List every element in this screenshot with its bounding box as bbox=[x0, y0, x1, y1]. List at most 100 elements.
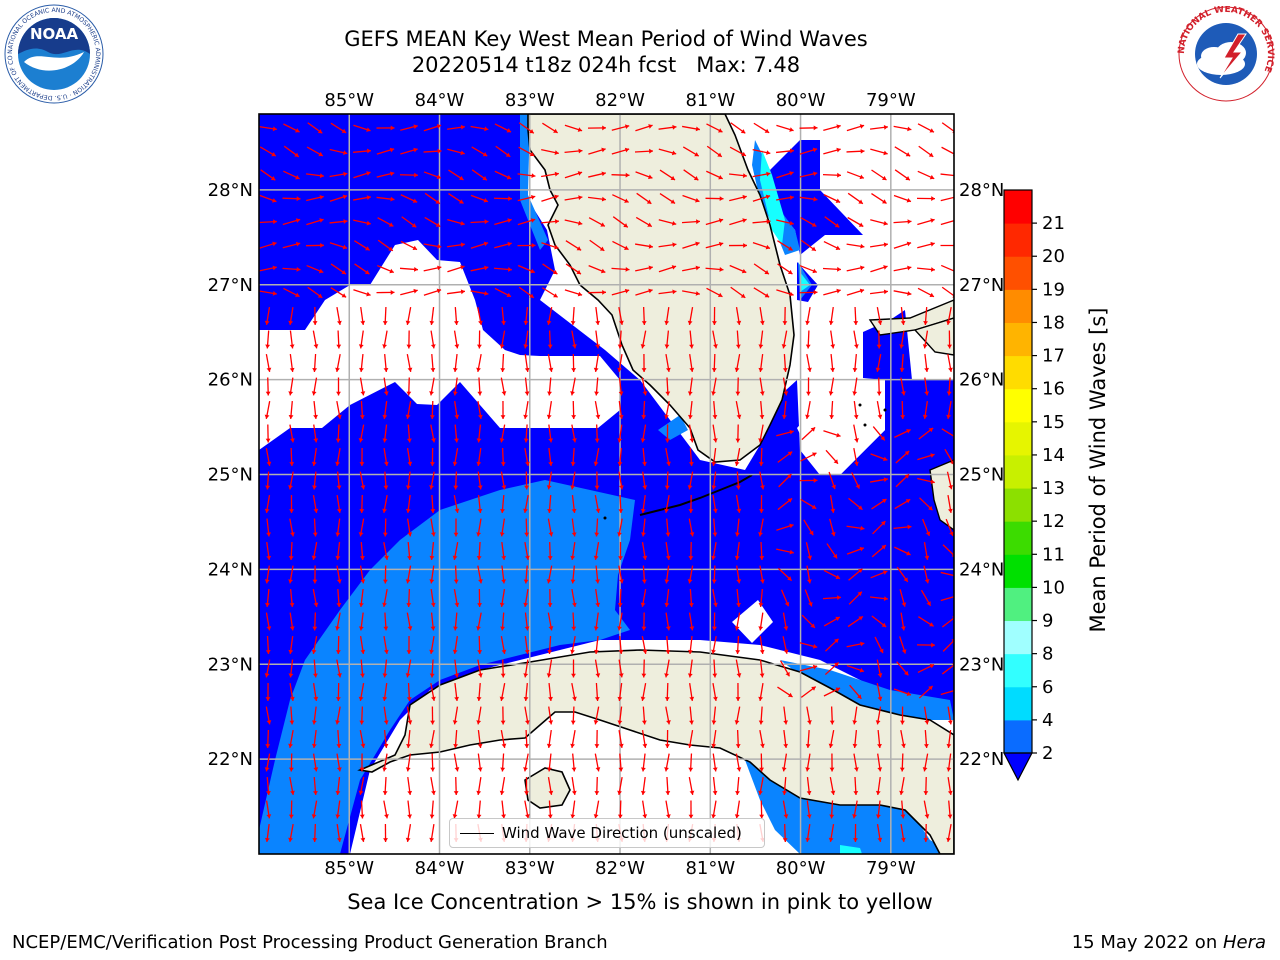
colorbar-tick-label: 12 bbox=[1042, 511, 1065, 532]
wave-direction-arrow bbox=[265, 424, 271, 443]
wave-direction-arrow bbox=[493, 267, 513, 272]
wave-direction-arrow bbox=[688, 518, 695, 537]
wave-direction-arrow bbox=[429, 730, 435, 748]
wave-direction-arrow bbox=[852, 377, 858, 396]
wave-direction-arrow bbox=[735, 401, 742, 419]
wave-direction-arrow bbox=[876, 800, 881, 819]
wave-direction-arrow bbox=[424, 192, 441, 205]
wave-direction-arrow bbox=[594, 424, 600, 443]
wave-direction-arrow bbox=[359, 353, 364, 373]
wave-direction-arrow bbox=[452, 706, 459, 725]
wave-direction-arrow bbox=[335, 776, 341, 796]
wave-direction-arrow bbox=[593, 612, 599, 631]
wave-direction-arrow bbox=[900, 306, 906, 326]
wave-direction-arrow bbox=[871, 169, 887, 181]
wave-direction-arrow bbox=[499, 683, 506, 701]
wave-direction-arrow bbox=[735, 424, 741, 443]
wave-direction-arrow bbox=[454, 682, 459, 702]
wave-direction-arrow bbox=[541, 242, 559, 250]
period-field-4-6 bbox=[259, 480, 635, 854]
wave-direction-arrow bbox=[758, 777, 764, 795]
wave-direction-arrow bbox=[658, 289, 677, 295]
wave-direction-arrow bbox=[853, 753, 859, 772]
wave-direction-arrow bbox=[618, 565, 624, 584]
wave-direction-arrow bbox=[894, 429, 911, 438]
wave-direction-arrow bbox=[430, 588, 436, 608]
wave-direction-arrow bbox=[477, 471, 483, 490]
wave-direction-arrow bbox=[706, 145, 723, 158]
wave-direction-arrow bbox=[918, 616, 934, 627]
wave-direction-arrow bbox=[259, 125, 277, 132]
wave-direction-arrow bbox=[313, 424, 319, 443]
wave-direction-arrow bbox=[542, 287, 558, 298]
wave-direction-arrow bbox=[594, 495, 601, 513]
wave-direction-arrow bbox=[453, 471, 459, 490]
wave-direction-arrow bbox=[546, 565, 553, 584]
wave-direction-arrow bbox=[804, 589, 813, 607]
wave-direction-arrow bbox=[780, 589, 790, 607]
wave-direction-arrow bbox=[688, 400, 693, 420]
wave-direction-arrow bbox=[893, 290, 912, 296]
wave-direction-arrow bbox=[335, 448, 341, 466]
wave-direction-arrow bbox=[405, 824, 412, 842]
wave-direction-arrow bbox=[712, 424, 718, 443]
wave-direction-arrow bbox=[730, 286, 746, 299]
wave-direction-arrow bbox=[665, 354, 671, 372]
wave-direction-arrow bbox=[406, 706, 413, 725]
wave-direction-arrow bbox=[658, 242, 677, 248]
wave-direction-arrow bbox=[828, 306, 834, 326]
wave-direction-arrow bbox=[800, 686, 817, 698]
wave-direction-arrow bbox=[330, 287, 347, 298]
wave-direction-arrow bbox=[470, 290, 489, 296]
wave-direction-arrow bbox=[805, 330, 811, 349]
wave-direction-arrow bbox=[612, 216, 629, 228]
wave-direction-arrow bbox=[877, 753, 883, 772]
wave-direction-arrow bbox=[518, 122, 535, 134]
wave-direction-arrow bbox=[659, 169, 676, 181]
wave-direction-arrow bbox=[587, 196, 607, 202]
wave-direction-arrow bbox=[446, 124, 466, 130]
wave-direction-arrow bbox=[264, 307, 271, 325]
wave-direction-arrow bbox=[893, 241, 912, 249]
colorbar-segment bbox=[1004, 355, 1032, 390]
wave-direction-arrow bbox=[806, 706, 812, 725]
wave-direction-arrow bbox=[289, 494, 294, 514]
wave-direction-arrow bbox=[595, 306, 601, 326]
wave-direction-arrow bbox=[429, 471, 435, 490]
wave-direction-arrow bbox=[712, 400, 718, 420]
wave-direction-arrow bbox=[665, 729, 670, 749]
wave-direction-arrow bbox=[360, 541, 365, 561]
wave-direction-arrow bbox=[846, 171, 865, 180]
wave-direction-arrow bbox=[846, 243, 865, 249]
wave-direction-arrow bbox=[264, 823, 270, 843]
wave-direction-arrow bbox=[382, 424, 388, 443]
wave-direction-arrow bbox=[311, 542, 318, 560]
wave-direction-arrow bbox=[500, 494, 505, 514]
caption: Sea Ice Concentration > 15% is shown in … bbox=[347, 890, 933, 914]
wave-direction-arrow bbox=[359, 730, 366, 748]
wave-direction-arrow bbox=[658, 265, 677, 273]
footer-date: 15 May 2022 on Hera bbox=[1072, 932, 1266, 953]
wave-direction-arrow bbox=[711, 800, 717, 819]
wave-direction-arrow bbox=[336, 401, 342, 419]
lat-label-right: 26°N bbox=[959, 370, 1004, 391]
wave-direction-arrow bbox=[852, 706, 858, 725]
wave-direction-arrow bbox=[826, 543, 838, 559]
wave-direction-arrow bbox=[705, 196, 724, 202]
lon-label-top: 84°W bbox=[415, 90, 465, 111]
wave-direction-arrow bbox=[306, 146, 324, 157]
legend-line-swatch bbox=[460, 832, 494, 834]
wave-direction-arrow bbox=[900, 730, 906, 748]
wave-direction-arrow bbox=[759, 659, 765, 678]
wave-direction-arrow bbox=[705, 267, 724, 272]
wave-direction-arrow bbox=[617, 800, 623, 819]
lon-label-bottom: 79°W bbox=[866, 858, 916, 879]
wave-direction-arrow bbox=[382, 753, 388, 772]
wave-direction-arrow bbox=[618, 659, 624, 678]
wave-direction-arrow bbox=[289, 777, 295, 795]
wave-direction-arrow bbox=[570, 800, 576, 819]
wave-direction-arrow bbox=[452, 448, 459, 466]
wave-direction-arrow bbox=[805, 753, 811, 772]
wave-direction-arrow bbox=[282, 241, 301, 249]
wave-direction-arrow bbox=[711, 730, 717, 748]
